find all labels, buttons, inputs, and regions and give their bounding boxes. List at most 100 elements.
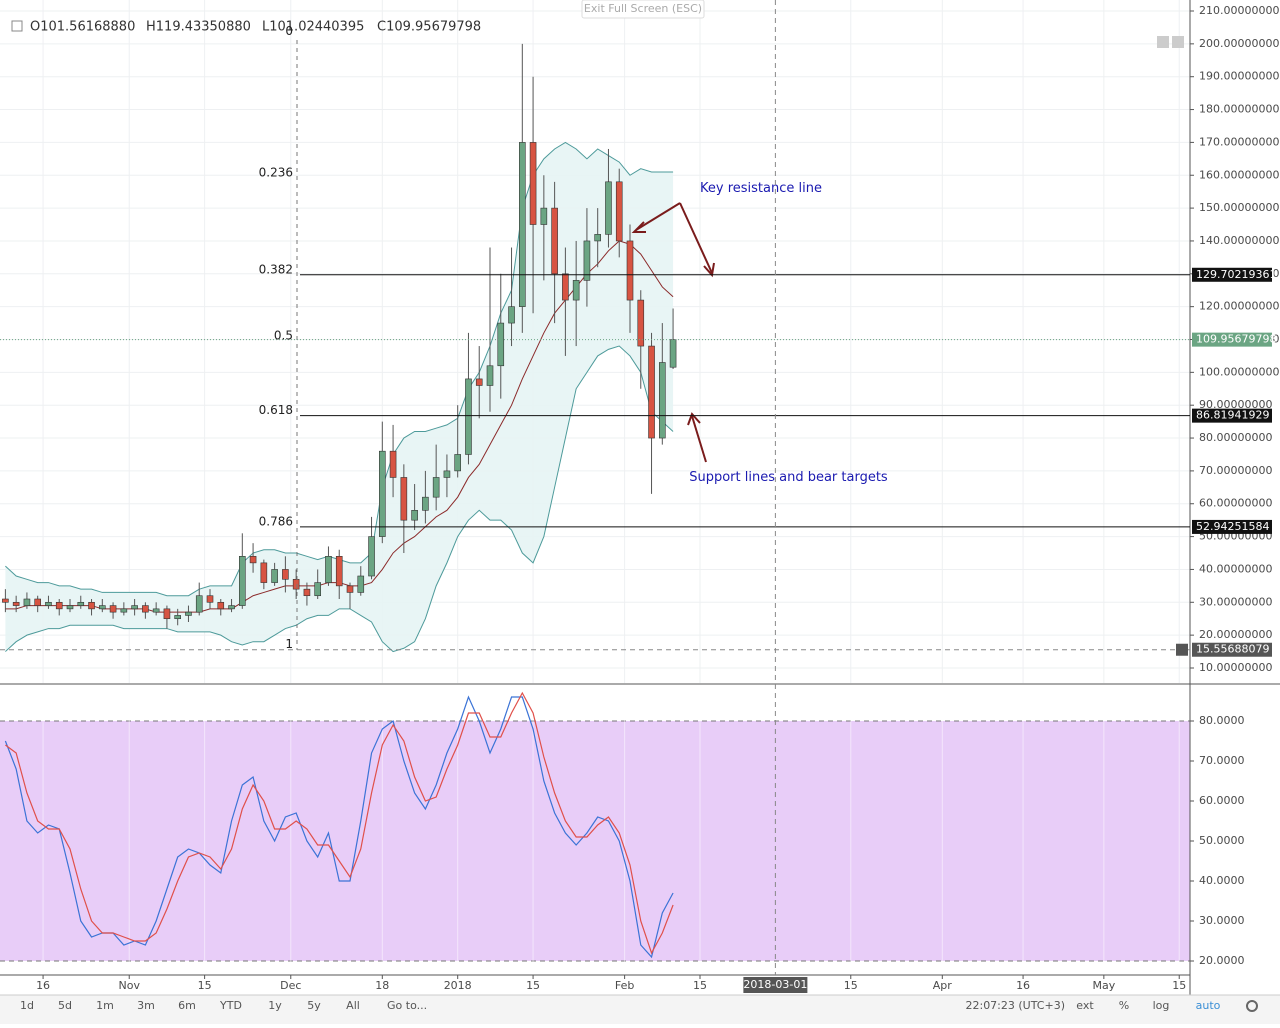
candle-body bbox=[669, 339, 677, 368]
candle-body bbox=[260, 562, 268, 583]
y-tick-label: 30.00000000 bbox=[1199, 595, 1272, 608]
candle-body bbox=[12, 601, 20, 606]
candle-body bbox=[486, 365, 494, 386]
candle-body bbox=[368, 536, 375, 577]
price-box bbox=[1192, 267, 1272, 282]
fib-label: 0.618 bbox=[259, 403, 293, 417]
x-tick-label: 15 bbox=[198, 979, 212, 992]
x-tick-label: 15 bbox=[526, 979, 540, 992]
y2-tick-label: 20.0000 bbox=[1199, 954, 1245, 967]
candle-body bbox=[594, 234, 601, 242]
candle-body bbox=[465, 378, 472, 455]
candle-body bbox=[540, 207, 548, 225]
collapse-icon[interactable] bbox=[11, 20, 23, 32]
range-button[interactable]: 5d bbox=[58, 999, 72, 1012]
arrow bbox=[635, 202, 681, 231]
range-button[interactable]: All bbox=[346, 999, 360, 1012]
range-button[interactable]: 1y bbox=[268, 999, 282, 1012]
candle-body bbox=[529, 142, 537, 225]
range-button[interactable]: 5y bbox=[307, 999, 321, 1012]
candle-body bbox=[454, 454, 461, 472]
option-button[interactable]: % bbox=[1119, 999, 1129, 1012]
arrow bbox=[691, 415, 707, 463]
candle-body bbox=[195, 595, 203, 613]
price-box bbox=[1192, 519, 1272, 534]
option-button[interactable]: log bbox=[1153, 999, 1170, 1012]
candle-body bbox=[572, 280, 580, 301]
candle-body bbox=[497, 322, 505, 367]
candle-body bbox=[583, 240, 591, 281]
candle-body bbox=[422, 496, 429, 511]
settings-icon[interactable] bbox=[1246, 1000, 1258, 1012]
x-tick-label: May bbox=[1092, 979, 1115, 992]
price-box bbox=[1192, 408, 1272, 423]
price-box bbox=[1192, 642, 1272, 657]
range-button[interactable]: 6m bbox=[178, 999, 196, 1012]
candle-body bbox=[648, 345, 655, 439]
candle-body bbox=[55, 601, 63, 610]
fib-label: 0.382 bbox=[259, 262, 293, 276]
range-button[interactable]: 1m bbox=[96, 999, 114, 1012]
stoch-line bbox=[5, 691, 674, 955]
exit-label[interactable]: Exit Full Screen (ESC) bbox=[584, 2, 702, 15]
arrow-head bbox=[631, 221, 646, 233]
x-tick-label: Nov bbox=[118, 979, 140, 992]
range-button[interactable]: YTD bbox=[219, 999, 242, 1012]
y-tick-label: 210.00000000 bbox=[1199, 4, 1279, 17]
ohlc-close: C109.95679798 bbox=[377, 20, 481, 35]
y-tick-label: 80.00000000 bbox=[1199, 431, 1272, 444]
candle-body bbox=[206, 595, 214, 603]
candle-body bbox=[519, 142, 526, 307]
range-button[interactable]: 3m bbox=[137, 999, 155, 1012]
y-tick-label: 180.00000000 bbox=[1199, 103, 1279, 116]
stoch-line bbox=[4, 695, 674, 959]
option-button[interactable]: ext bbox=[1076, 999, 1094, 1012]
range-button[interactable]: 1d bbox=[20, 999, 34, 1012]
y-tick-label: 120.00000000 bbox=[1199, 300, 1279, 313]
price-box-label: 86.81941929 bbox=[1196, 409, 1269, 422]
arrow-head bbox=[687, 412, 701, 426]
x-tick-label: Apr bbox=[933, 979, 953, 992]
option-button[interactable]: auto bbox=[1196, 999, 1221, 1012]
y-tick-label: 90.00000000 bbox=[1199, 398, 1272, 411]
candle-body bbox=[615, 181, 623, 242]
x-tick-label: 2018 bbox=[444, 979, 472, 992]
fib-label: 0.236 bbox=[259, 165, 293, 179]
y2-tick-label: 80.0000 bbox=[1199, 714, 1245, 727]
crosshair-plus bbox=[1176, 643, 1188, 656]
candle-body bbox=[120, 608, 128, 613]
candle-body bbox=[659, 362, 666, 439]
last-price-label: 109.95679798 bbox=[1196, 333, 1276, 346]
candle-body bbox=[314, 582, 321, 597]
candle-body bbox=[508, 306, 515, 324]
y-tick-label: 200.00000000 bbox=[1199, 37, 1279, 50]
x-tick-label: 15 bbox=[844, 979, 858, 992]
y-tick-label: 60.00000000 bbox=[1199, 497, 1272, 510]
icon[interactable] bbox=[1172, 36, 1184, 48]
y-tick-label: 140.00000000 bbox=[1199, 234, 1279, 247]
candle-body bbox=[389, 450, 397, 478]
x-tick-label: 18 bbox=[375, 979, 389, 992]
y-tick-label: 100.00000000 bbox=[1199, 365, 1279, 378]
candle-body bbox=[443, 470, 451, 478]
candle-body bbox=[432, 477, 440, 498]
icon[interactable] bbox=[1157, 36, 1169, 48]
candle-body bbox=[239, 556, 246, 606]
candle-body bbox=[174, 615, 181, 620]
candle-body bbox=[34, 598, 41, 606]
candle-body bbox=[217, 601, 225, 610]
candle-body bbox=[551, 207, 558, 275]
annotation: Key resistance line bbox=[700, 181, 822, 196]
y-tick-label: 70.00000000 bbox=[1199, 464, 1272, 477]
candle-body bbox=[282, 569, 289, 580]
y-tick-label: 20.00000000 bbox=[1199, 628, 1272, 641]
crosshair-date-box bbox=[743, 977, 808, 993]
y2-tick-label: 30.0000 bbox=[1199, 914, 1245, 927]
goto-button[interactable]: Go to... bbox=[387, 999, 427, 1012]
candle-body bbox=[152, 608, 160, 613]
candle-body bbox=[335, 556, 343, 587]
exit-button[interactable] bbox=[581, 0, 705, 19]
candle-body bbox=[400, 477, 408, 521]
candle-body bbox=[292, 578, 300, 590]
annotation: Support lines and bear targets bbox=[689, 470, 888, 485]
